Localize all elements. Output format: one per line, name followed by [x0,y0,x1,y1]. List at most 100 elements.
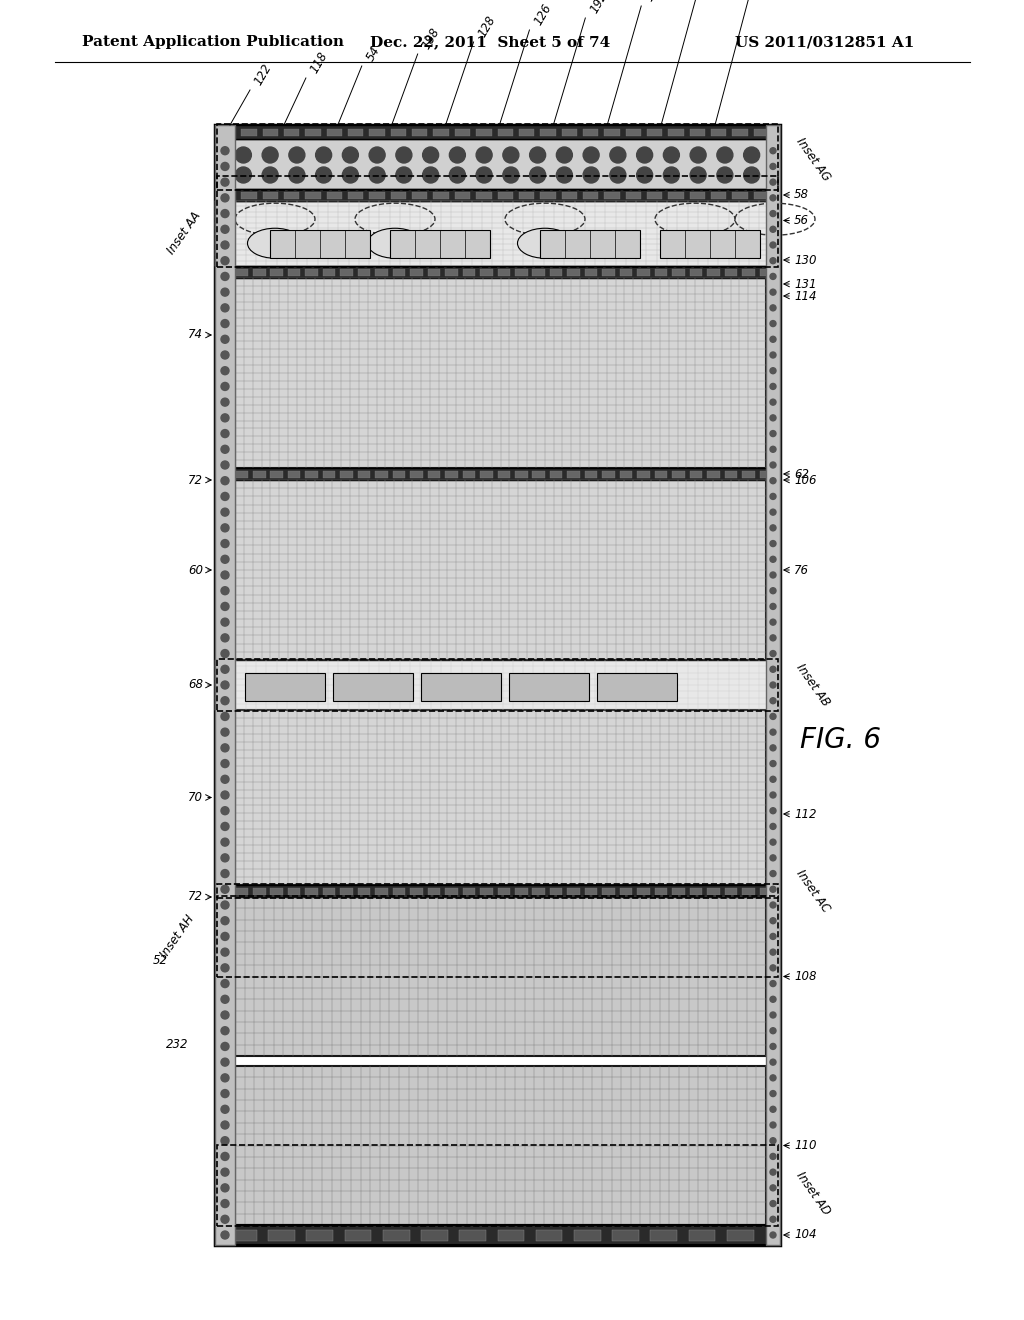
Circle shape [342,168,358,183]
Text: 58: 58 [794,189,809,202]
Circle shape [221,1043,229,1051]
Circle shape [221,319,229,327]
Circle shape [221,335,229,343]
Bar [263,191,279,199]
Bar [498,471,510,478]
Circle shape [770,1012,776,1018]
Circle shape [770,399,776,405]
Bar [637,269,650,276]
Bar [234,279,766,469]
Circle shape [221,681,229,689]
Circle shape [221,902,229,909]
Bar [305,191,321,199]
Circle shape [221,729,229,737]
Bar [253,269,265,276]
Circle shape [770,257,776,264]
Text: Dec. 22, 2011  Sheet 5 of 74: Dec. 22, 2011 Sheet 5 of 74 [370,36,610,49]
Circle shape [450,147,465,162]
Bar [604,129,620,136]
Bar [218,269,230,276]
Text: 188: 188 [420,26,442,51]
Bar [460,1230,486,1241]
Ellipse shape [248,228,302,259]
Bar [760,269,772,276]
Bar [270,230,370,257]
Circle shape [221,618,229,626]
Bar [345,1230,372,1241]
Circle shape [221,1216,229,1224]
Bar [253,471,265,478]
Circle shape [770,383,776,389]
Text: 132: 132 [643,0,666,4]
Circle shape [770,1154,776,1159]
Circle shape [770,1059,776,1065]
Circle shape [770,1170,776,1175]
Circle shape [221,178,229,186]
Circle shape [221,995,229,1003]
Circle shape [262,168,279,183]
Circle shape [717,147,733,162]
Circle shape [690,147,707,162]
Circle shape [315,147,332,162]
Bar [333,673,413,701]
Text: 70: 70 [188,791,203,804]
Bar [567,471,580,478]
Circle shape [236,168,251,183]
Circle shape [396,168,412,183]
Circle shape [221,210,229,218]
Circle shape [221,304,229,312]
Text: 52: 52 [153,954,168,968]
Bar [480,269,493,276]
Bar [327,191,342,199]
Circle shape [770,1028,776,1034]
Bar [612,1230,639,1241]
Circle shape [236,147,251,162]
Circle shape [221,445,229,453]
Bar [357,471,371,478]
Bar [263,129,279,136]
Text: Inset AB: Inset AB [794,661,833,709]
Circle shape [221,1121,229,1129]
Bar [654,471,668,478]
Bar [215,139,780,189]
Circle shape [221,1011,229,1019]
Bar [550,888,562,895]
Circle shape [221,870,229,878]
Circle shape [221,226,229,234]
Bar [215,469,780,480]
Bar [725,471,737,478]
Circle shape [450,168,465,183]
Bar [348,129,364,136]
Bar [711,129,726,136]
Bar [306,1230,333,1241]
Circle shape [770,1106,776,1113]
Circle shape [221,886,229,894]
Bar [583,191,598,199]
Bar [583,129,598,136]
Bar [654,888,668,895]
Circle shape [664,168,679,183]
Circle shape [221,492,229,500]
Circle shape [770,1090,776,1097]
Bar [305,269,317,276]
Circle shape [770,651,776,656]
Bar [620,471,633,478]
Bar [540,230,640,257]
Circle shape [770,305,776,310]
Circle shape [770,902,776,908]
Circle shape [221,759,229,767]
Bar [445,269,458,276]
Bar [732,129,748,136]
Bar [234,898,766,1056]
Bar [515,888,527,895]
Circle shape [221,916,229,925]
Bar [218,471,230,478]
Bar [509,673,589,701]
Bar [732,191,748,199]
Bar [433,129,449,136]
Circle shape [289,168,305,183]
Circle shape [221,194,229,202]
Circle shape [770,1074,776,1081]
Circle shape [503,147,519,162]
Circle shape [221,697,229,705]
